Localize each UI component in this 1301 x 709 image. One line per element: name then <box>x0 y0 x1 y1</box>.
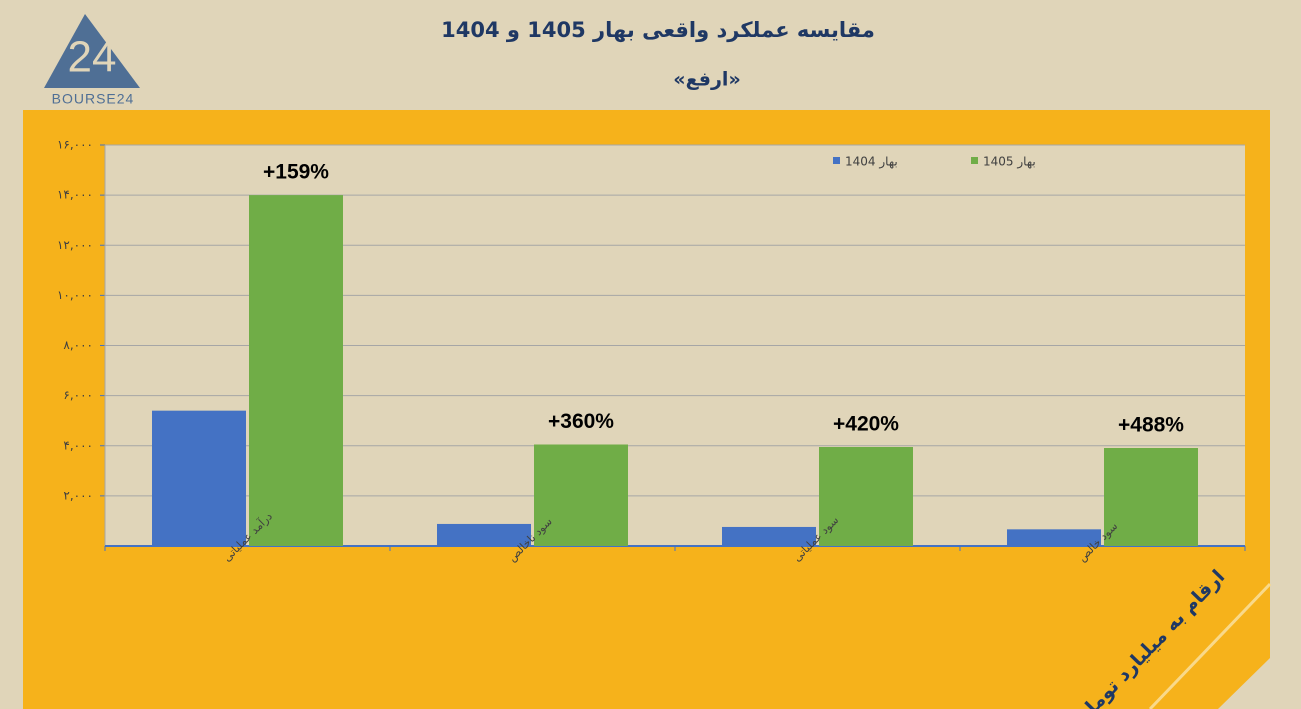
corner-line <box>1148 582 1272 709</box>
legend-label: بهار 1404 <box>845 155 898 170</box>
bar <box>1007 529 1101 546</box>
bar-annotation: +159% <box>263 161 329 184</box>
bar <box>249 195 343 546</box>
bar <box>819 447 913 546</box>
logo-name: BOURSE24 <box>52 91 135 107</box>
bar-annotation: +360% <box>548 410 614 433</box>
corner-cut <box>1218 658 1270 709</box>
legend-swatch <box>833 157 840 164</box>
legend-swatch <box>971 157 978 164</box>
bar <box>722 526 816 546</box>
y-tick-label: ۱۰,۰۰۰ <box>57 288 93 302</box>
y-tick-label: ۱۴,۰۰۰ <box>57 188 93 202</box>
y-tick-label: ۶,۰۰۰ <box>63 388 93 402</box>
bar-annotation: +420% <box>833 413 899 436</box>
y-tick-label: ۱۶,۰۰۰ <box>57 138 93 152</box>
bar <box>534 444 628 546</box>
bar <box>437 523 531 546</box>
logo-mark: 24 <box>68 33 117 82</box>
y-tick-label: ۸,۰۰۰ <box>63 338 93 352</box>
y-tick-label: ۲,۰۰۰ <box>63 488 93 502</box>
y-tick-label: ۱۲,۰۰۰ <box>57 238 93 252</box>
legend-label: بهار 1405 <box>983 155 1036 170</box>
y-tick-label: ۴,۰۰۰ <box>63 438 93 452</box>
chart-title: مقایسه عملکرد واقعی بهار 1405 و 1404 <box>441 18 875 42</box>
bar <box>1104 448 1198 546</box>
bar-annotation: +488% <box>1118 414 1184 437</box>
logo-shape <box>44 14 140 88</box>
chart-subtitle: «ارفع» <box>673 69 740 91</box>
bar <box>152 410 246 546</box>
